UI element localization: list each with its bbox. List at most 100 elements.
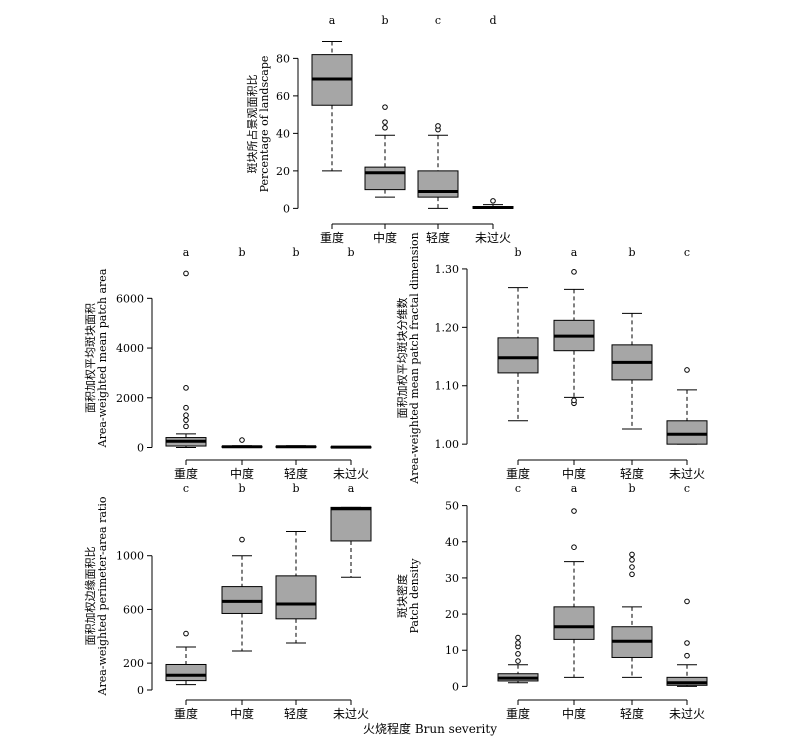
y-tick-label: 1.30 [435,263,460,276]
y-tick-label: 200 [123,657,144,670]
significance-letter: c [515,482,521,495]
box-轻度 [417,123,459,209]
significance-letter: b [514,246,521,259]
outlier-point [382,119,388,125]
panel-4: 0 10 20 30 40 50 重度 中度 轻度 未过火 c a b c 斑块密度 Patch densit… [395,482,708,721]
outlier-point [183,385,189,391]
outlier-point [183,630,189,637]
x-tick-label: 轻度 [426,230,450,245]
outlier-point [684,640,690,646]
y-axis-label-en: Percentage of landscape [258,56,271,193]
outlier-point [629,571,635,578]
significance-letter: d [489,14,496,27]
significance-letter: b [238,482,245,495]
y-tick-label: 40 [276,127,290,140]
y-axis-label-en: Patch density [408,558,421,634]
x-tick-label: 重度 [506,706,530,721]
y-tick-label: 20 [445,608,459,621]
x-tick-label: 重度 [320,230,344,245]
x-tick-label: 中度 [562,706,586,721]
box-重度 [497,634,539,684]
y-tick-label: 10 [445,644,459,657]
x-tick-label: 中度 [230,466,254,481]
outlier-point [239,536,245,543]
outlier-point [684,598,690,605]
y-tick-label: 1000 [116,550,144,563]
outlier-point [435,123,441,129]
y-tick-label: 600 [123,603,144,616]
iqr-box [417,170,459,198]
x-tick-label: 未过火 [475,231,511,245]
outlier-point [684,652,690,659]
y-axis-label-en: Area-weighted mean patch area [96,268,109,448]
outlier-point [571,544,577,550]
iqr-box [165,663,207,682]
x-tick-label: 未过火 [333,467,369,481]
box-重度 [165,630,207,686]
outlier-point [515,634,521,641]
y-tick-label: 20 [276,165,290,178]
y-tick-label: 2000 [116,392,144,405]
box-轻度 [611,312,653,430]
x-tick-label: 未过火 [669,707,705,721]
box-未过火 [330,445,372,449]
significance-letter: b [381,14,388,27]
box-中度 [221,536,263,652]
box-中度 [221,437,263,449]
significance-letter: c [684,482,690,495]
outlier-point [490,198,496,204]
outlier-point [684,367,690,373]
box-重度 [165,270,207,449]
x-tick-label: 未过火 [333,707,369,721]
significance-letter: c [684,246,690,259]
panel-3: 0 200 600 1000 重度 中度 轻度 未过火 c b b a 面积加权边缘面积比 Area-we… [84,482,372,721]
x-tick-label: 轻度 [284,466,308,481]
outlier-point [183,270,189,277]
iqr-box [330,506,372,542]
y-tick-label: 1.10 [435,380,460,393]
significance-letter: a [329,14,336,27]
x-tick-label: 轻度 [284,706,308,721]
outlier-point [382,104,388,110]
y-tick-label: 1.00 [435,438,460,451]
box-未过火 [472,198,514,209]
outlier-point [571,508,577,514]
x-tick-label: 轻度 [620,706,644,721]
outlier-point [183,417,189,423]
x-tick-label: 中度 [562,466,586,481]
box-重度 [311,41,353,172]
iqr-box [497,337,539,374]
x-tick-label: 未过火 [669,467,705,481]
box-轻度 [611,551,653,678]
y-axis-label-en: Area-weighted perimeter-area ratio [96,496,109,696]
outlier-point [382,124,388,131]
y-tick-label: 0 [283,202,290,215]
y-axis-label-cn: 斑块所占景观面积比 [245,75,259,174]
x-tick-label: 重度 [506,466,530,481]
box-重度 [497,287,539,422]
box-未过火 [666,367,708,445]
y-tick-label: 1.20 [435,321,460,334]
y-tick-label: 50 [445,500,459,513]
y-tick-label: 4000 [116,342,144,355]
y-tick-label: 30 [445,572,459,585]
outlier-point [183,412,189,418]
x-tick-label: 轻度 [620,466,644,481]
y-axis-label-cn: 面积加权边缘面积比 [84,547,97,646]
outlier-point [515,651,521,657]
significance-letter: b [292,246,299,259]
box-未过火 [330,506,372,578]
box-中度 [553,508,595,678]
significance-letter: a [183,246,190,259]
significance-letter: a [348,482,355,495]
outlier-point [629,551,635,558]
significance-letter: b [292,482,299,495]
x-tick-label: 重度 [174,466,198,481]
y-tick-label: 0 [137,684,144,697]
panel-0: 0 20 40 60 80 重度 中度 轻度 未过火 a b c d 斑块所占景观面积比 Percentag… [245,14,514,245]
significance-letter: c [183,482,189,495]
significance-letter: b [628,482,635,495]
y-tick-label: 60 [276,90,290,103]
